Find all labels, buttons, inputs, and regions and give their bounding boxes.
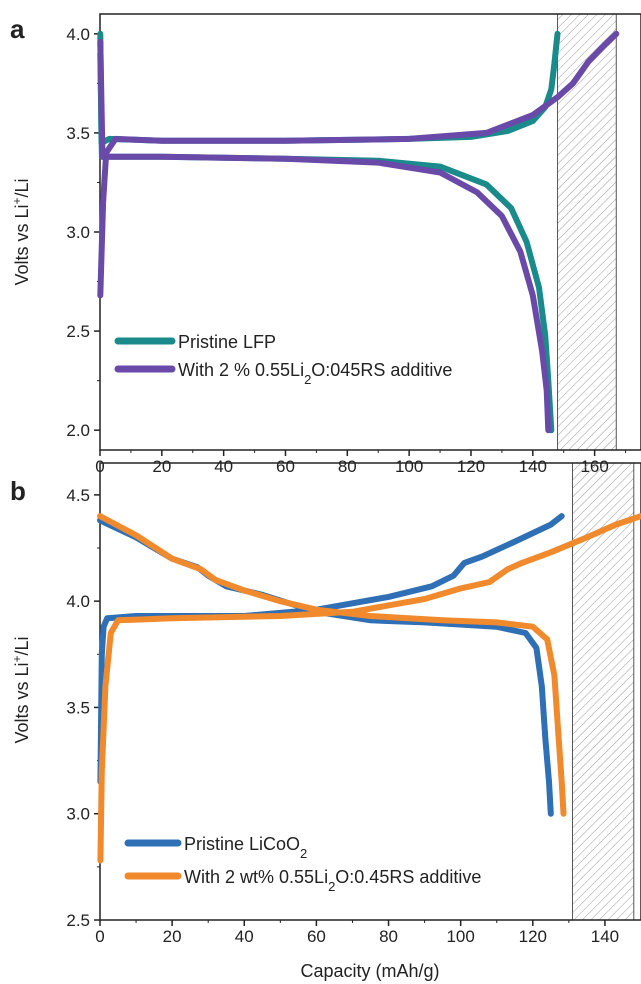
y-tick-label: 2.0 [66,421,90,440]
x-tick-label: 40 [214,457,233,476]
legend-label-lfp-additive: With 2 % 0.55Li2O:045RS additive [178,360,452,387]
series-pristine-licoo2-discharge [97,517,554,817]
panel-a-ylabel-text: Volts vs Li+/Li [10,178,32,285]
panel-a-letter: a [10,14,25,44]
y-tick-label: 4.5 [66,486,90,505]
x-tick-label: 140 [591,927,619,946]
shaded-region-a-0 [557,13,617,451]
panel-a-axes: 0204060801001201401602.02.53.03.54.0 [66,25,627,476]
series-pristine-lfp-charge [97,30,561,146]
legend-label-pristine-licoo2: Pristine LiCoO2 [184,834,307,861]
y-tick-label: 2.5 [66,911,90,930]
y-tick-label: 3.5 [66,698,90,717]
series-with-2-0-55li2o-045rs-additive-discharge [97,38,552,434]
panel-a-legend: Pristine LFP With 2 % 0.55Li2O:045RS add… [114,332,452,387]
panel-b-letter: b [10,476,26,506]
x-tick-label: 100 [395,457,423,476]
x-tick-label: 140 [519,457,547,476]
panel-a-series [97,30,620,434]
x-tick-label: 40 [235,927,254,946]
y-tick-label: 4.0 [66,25,90,44]
x-tick-label: 60 [276,457,295,476]
panel-a-ylabel: Volts vs Li+/Li [10,178,32,285]
legend-label-pristine-lfp: Pristine LFP [178,332,276,352]
x-tick-label: 0 [95,927,104,946]
series-with-2-wt-0-55li2o-0-45rs-additive-charge [97,513,641,864]
y-tick-label: 2.5 [66,322,90,341]
x-tick-label: 100 [446,927,474,946]
legend-label-licoo2-additive: With 2 wt% 0.55Li2O:0.45RS additive [184,867,481,894]
panel-b: b 0 20 40 60 80 100 120 140 2.5 3.0 3.5 4.0 4.5 Volt… [10,462,641,981]
series-with-2-wt-0-55li2o-0-45rs-additive-discharge [97,513,567,817]
x-tick-label: 60 [307,927,326,946]
y-tick-label: 3.5 [66,124,90,143]
x-tick-label: 120 [519,927,547,946]
panel-b-legend: Pristine LiCoO2 With 2 wt% 0.55Li2O:0.45… [124,834,481,894]
panel-b-ylabel: Volts vs Li+/Li [10,636,32,743]
x-axis-label: Capacity (mAh/g) [300,961,439,981]
x-tick-label: 20 [163,927,182,946]
panel-b-ylabel-text: Volts vs Li+/Li [10,636,32,743]
series-with-2-0-55li2o-045rs-additive-charge [97,30,620,299]
y-tick-label: 4.0 [66,592,90,611]
series-pristine-licoo2-charge [97,513,565,785]
panel-a: a 0204060801001201401602.02.53.03.54.0 V… [10,13,641,476]
x-tick-label: 120 [457,457,485,476]
panel-b-series [97,513,641,864]
x-tick-label: 80 [379,927,398,946]
panel-b-plot-frame [99,462,641,921]
y-tick-label: 3.0 [66,805,90,824]
panel-a-shaded-region [557,13,617,451]
y-tick-label: 3.0 [66,223,90,242]
x-tick-label: 80 [338,457,357,476]
x-tick-label: 20 [152,457,171,476]
panel-b-axes: 0 20 40 60 80 100 120 140 2.5 3.0 3.5 4.0 4.5 [66,486,619,946]
